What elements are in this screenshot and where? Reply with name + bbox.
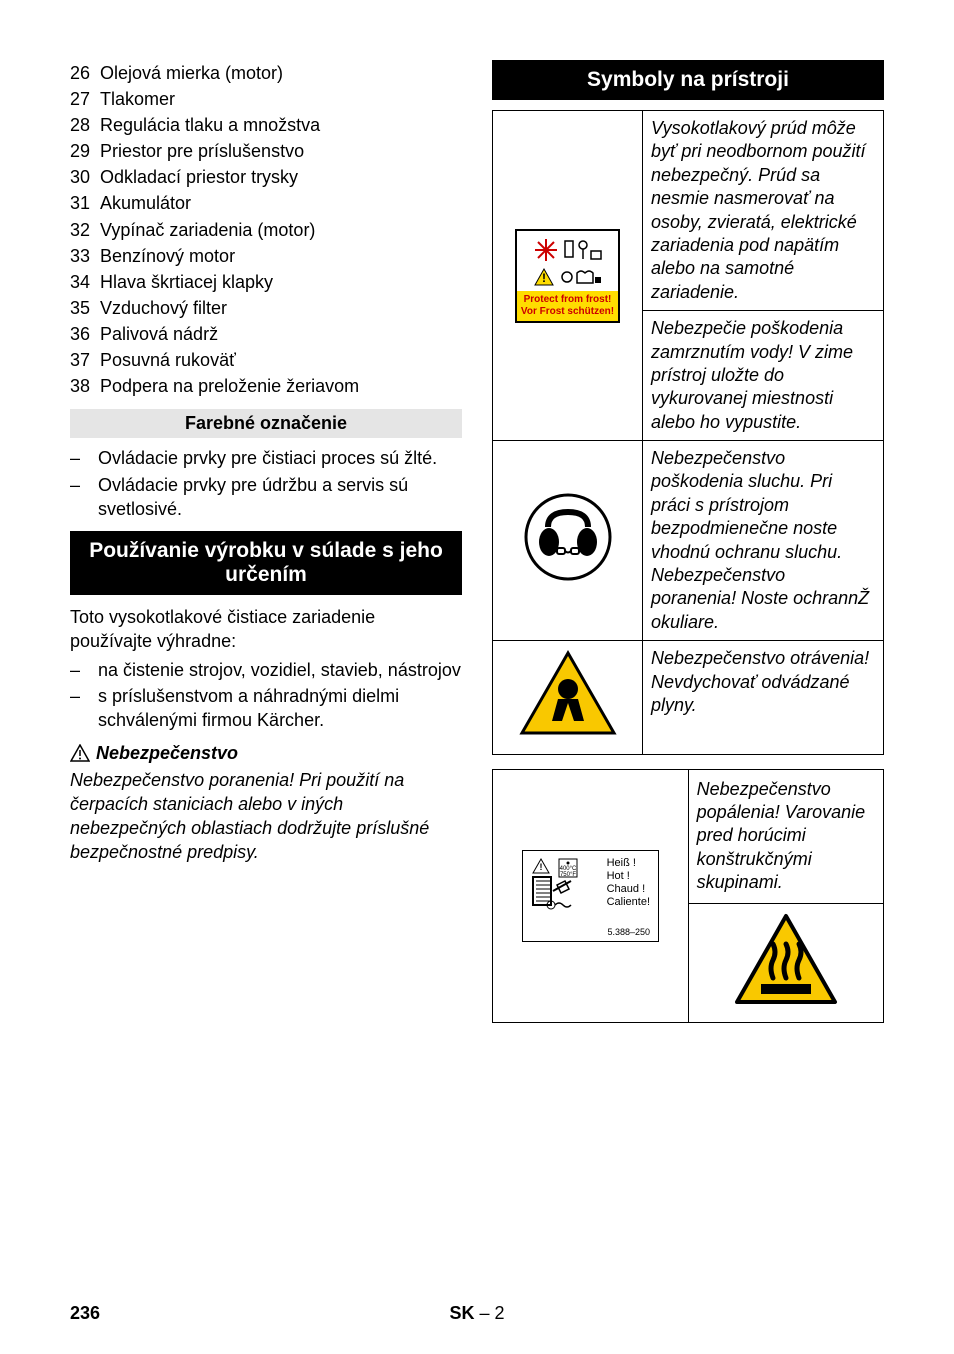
list-item: –s príslušenstvom a náhradnými dielmi sc… <box>70 684 462 733</box>
svg-text:!: ! <box>542 271 546 285</box>
list-item: –Ovládacie prvky pre údržbu a servis sú … <box>70 473 462 522</box>
footer-lang: SK <box>449 1303 474 1323</box>
frost-label-1: Protect from frost! <box>521 294 614 306</box>
toxic-warning-icon <box>518 649 618 739</box>
list-item: 33Benzínový motor <box>70 243 462 269</box>
list-item: –Ovládacie prvky pre čistiaci proces sú … <box>70 446 462 470</box>
list-item: –na čistenie strojov, vozidiel, stavieb,… <box>70 658 462 682</box>
page-number: 236 <box>70 1303 100 1324</box>
list-item: 27Tlakomer <box>70 86 462 112</box>
heading-farebne: Farebné označenie <box>70 409 462 438</box>
svg-text:750°F: 750°F <box>560 872 576 878</box>
symbols-table: ! Protect from frost! Vor Frost schützen… <box>492 110 884 755</box>
list-item: 36Palivová nádrž <box>70 321 462 347</box>
ear-protection-icon <box>523 492 613 582</box>
list-item: 37Posuvná rukoväť <box>70 347 462 373</box>
list-item: 35Vzduchový filter <box>70 295 462 321</box>
list-item: 30Odkladací priestor trysky <box>70 164 462 190</box>
list-item: 26Olejová mierka (motor) <box>70 60 462 86</box>
list-item: 31Akumulátor <box>70 190 462 216</box>
symbol-text-1: Vysokotlakový prúd môže byť pri neodborn… <box>643 111 884 311</box>
danger-heading: Nebezpečenstvo <box>70 743 462 764</box>
footer-sub: – 2 <box>480 1303 505 1323</box>
list-item: 32Vypínač zariadenia (motor) <box>70 217 462 243</box>
usage-intro: Toto vysokotlakové čistiace zariadenie p… <box>70 605 462 654</box>
burn-text: Nebezpečenstvo popálenia! Varovanie pred… <box>688 769 883 903</box>
danger-text: Nebezpečenstvo poranenia! Pri použití na… <box>70 768 462 865</box>
list-item: 38Podpera na preloženie žeriavom <box>70 373 462 399</box>
hot-surface-triangle-icon <box>731 912 841 1008</box>
danger-title: Nebezpečenstvo <box>96 743 238 764</box>
symbol-text-2: Nebezpečie poškodenia zamrznutím vody! V… <box>643 311 884 441</box>
page-footer: 236 SK – 2 <box>70 1303 884 1324</box>
symbol-text-4: Nebezpečenstvo otrávenia! Nevdychovať od… <box>643 641 884 754</box>
hot-code: 5.388–250 <box>531 927 650 939</box>
symbol-text-3: Nebezpečenstvo poškodenia sluchu. Pri pr… <box>643 441 884 641</box>
usage-list: –na čistenie strojov, vozidiel, stavieb,… <box>70 658 462 733</box>
farebne-list: –Ovládacie prvky pre čistiaci proces sú … <box>70 446 462 521</box>
numbered-parts-list: 26Olejová mierka (motor)27Tlakomer28Regu… <box>70 60 462 399</box>
warning-triangle-icon <box>70 744 90 762</box>
hot-surface-icon: ! <box>522 850 659 942</box>
list-item: 34Hlava škrtiacej klapky <box>70 269 462 295</box>
list-item: 29Priestor pre príslušenstvo <box>70 138 462 164</box>
heading-symboly: Symboly na prístroji <box>492 60 884 100</box>
list-item: 28Regulácia tlaku a množstva <box>70 112 462 138</box>
burn-table: ! <box>492 769 884 1023</box>
frost-label-2: Vor Frost schützen! <box>521 306 614 318</box>
heading-pouzivanie: Používanie výrobku v súlade s jeho určen… <box>70 531 462 595</box>
frost-warning-icon: ! Protect from frost! Vor Frost schützen… <box>515 229 620 323</box>
svg-text:!: ! <box>539 862 542 872</box>
